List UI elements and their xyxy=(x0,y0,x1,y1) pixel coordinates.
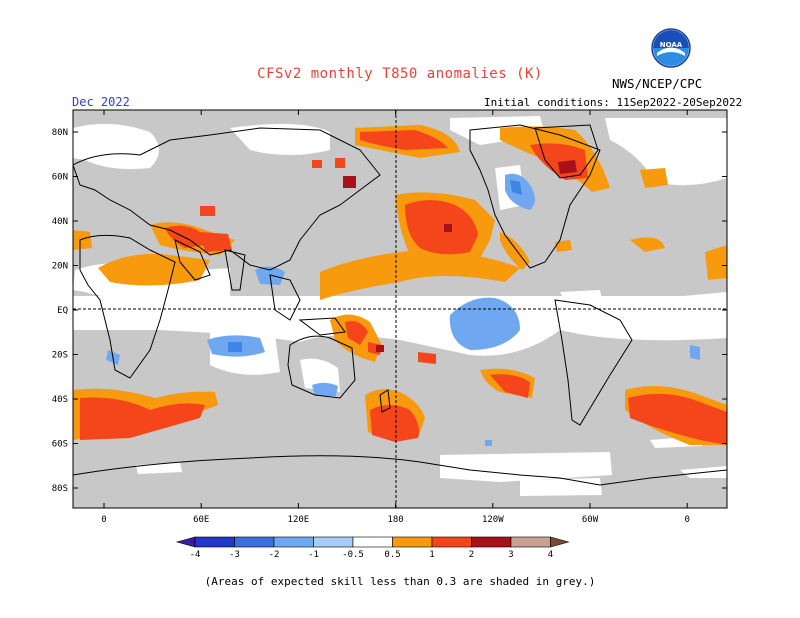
agency-label: NWS/NCEP/CPC xyxy=(612,76,703,91)
lat-label: 20N xyxy=(52,262,68,272)
colorbar-segment xyxy=(392,536,433,548)
skill-footnote: (Areas of expected skill less than 0.3 a… xyxy=(204,575,596,588)
lon-label: 120E xyxy=(288,515,310,525)
warm-anomaly-1-2 xyxy=(80,130,727,445)
colorbar-label: -0.5 xyxy=(342,550,364,560)
colorbar-label: 4 xyxy=(548,550,553,560)
coastlines xyxy=(73,124,727,486)
lat-axis: 80N 60N 40N 20N EQ 20S 40S 60S 80S xyxy=(52,128,727,494)
colorbar-label: 0.5 xyxy=(384,550,400,560)
colorbar-segment xyxy=(471,536,512,548)
noaa-logo: NOAA xyxy=(651,28,691,68)
colorbar-label: -2 xyxy=(269,550,280,560)
colorbar-segment xyxy=(550,536,570,548)
lat-label: 40N xyxy=(52,217,68,227)
colorbar-label: 1 xyxy=(429,550,434,560)
lat-label: EQ xyxy=(57,306,68,316)
lon-label: 120W xyxy=(482,515,504,525)
colorbar-segment xyxy=(510,536,551,548)
colorbar-segment xyxy=(313,536,354,548)
colorbar-label: 3 xyxy=(508,550,513,560)
colorbar-segment xyxy=(352,536,393,548)
forecast-month: Dec 2022 xyxy=(72,95,130,109)
colorbar-label: -1 xyxy=(308,550,319,560)
colorbar-segment xyxy=(194,536,235,548)
lat-label: 60N xyxy=(52,173,68,183)
colorbar-label: -4 xyxy=(190,550,201,560)
lon-label: 0 xyxy=(684,515,689,525)
colorbar-segment xyxy=(175,536,196,548)
colorbar-segment xyxy=(234,536,275,548)
lon-label: 60E xyxy=(193,515,209,525)
logo-text: NOAA xyxy=(660,41,683,49)
lon-label: 180 xyxy=(387,515,403,525)
anomaly-field xyxy=(73,110,727,508)
lon-label: 0 xyxy=(101,515,106,525)
colorbar-segment xyxy=(273,536,314,548)
map-frame xyxy=(72,109,728,509)
lat-label: 40S xyxy=(52,395,68,405)
warm-anomaly-2-3 xyxy=(343,160,577,352)
lat-label: 80N xyxy=(52,128,68,138)
lat-label: 20S xyxy=(52,351,68,361)
colorbar-label: 2 xyxy=(469,550,474,560)
lon-axis: 0 60E 120E 180 120W 60W 0 xyxy=(101,110,690,525)
lat-label: 60S xyxy=(52,440,68,450)
lon-label: 60W xyxy=(582,515,599,525)
colorbar-label: -3 xyxy=(229,550,240,560)
map-title: CFSv2 monthly T850 anomalies (K) xyxy=(257,66,543,82)
cold-anomaly-1-2 xyxy=(228,180,522,352)
initial-conditions: Initial conditions: 11Sep2022-20Sep2022 xyxy=(484,96,743,109)
colorbar-segment xyxy=(431,536,472,548)
colorbar: -4 -3 -2 -1 -0.5 0.5 1 2 3 4 xyxy=(175,536,570,560)
lat-label: 80S xyxy=(52,484,68,494)
